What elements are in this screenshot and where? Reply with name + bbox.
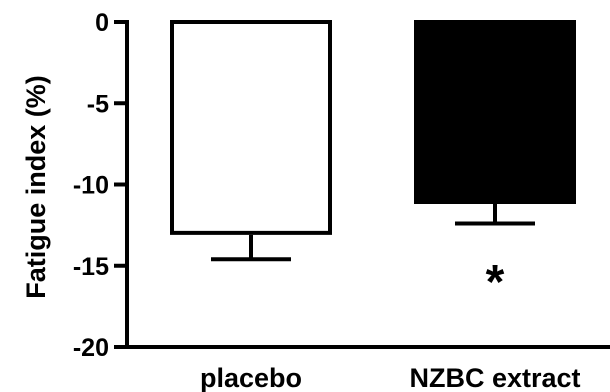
bar-nzbc-extract — [414, 20, 576, 204]
y-tick-label: -10 — [73, 172, 109, 200]
significance-asterisk: * — [486, 256, 505, 309]
y-tick-label: -20 — [73, 334, 109, 362]
bar-placebo — [170, 20, 332, 235]
y-tick-label: -15 — [73, 253, 109, 281]
y-tick-label: -5 — [87, 90, 109, 118]
plot-area: placebo NZBC extract 0 -5 -10 -15 -20 * — [73, 9, 610, 392]
y-axis-title: Fatigue index (%) — [21, 75, 51, 299]
y-tick-label: 0 — [95, 9, 109, 37]
x-tick-label-nzbc-extract: NZBC extract — [409, 363, 580, 392]
x-tick-label-placebo: placebo — [200, 363, 302, 392]
